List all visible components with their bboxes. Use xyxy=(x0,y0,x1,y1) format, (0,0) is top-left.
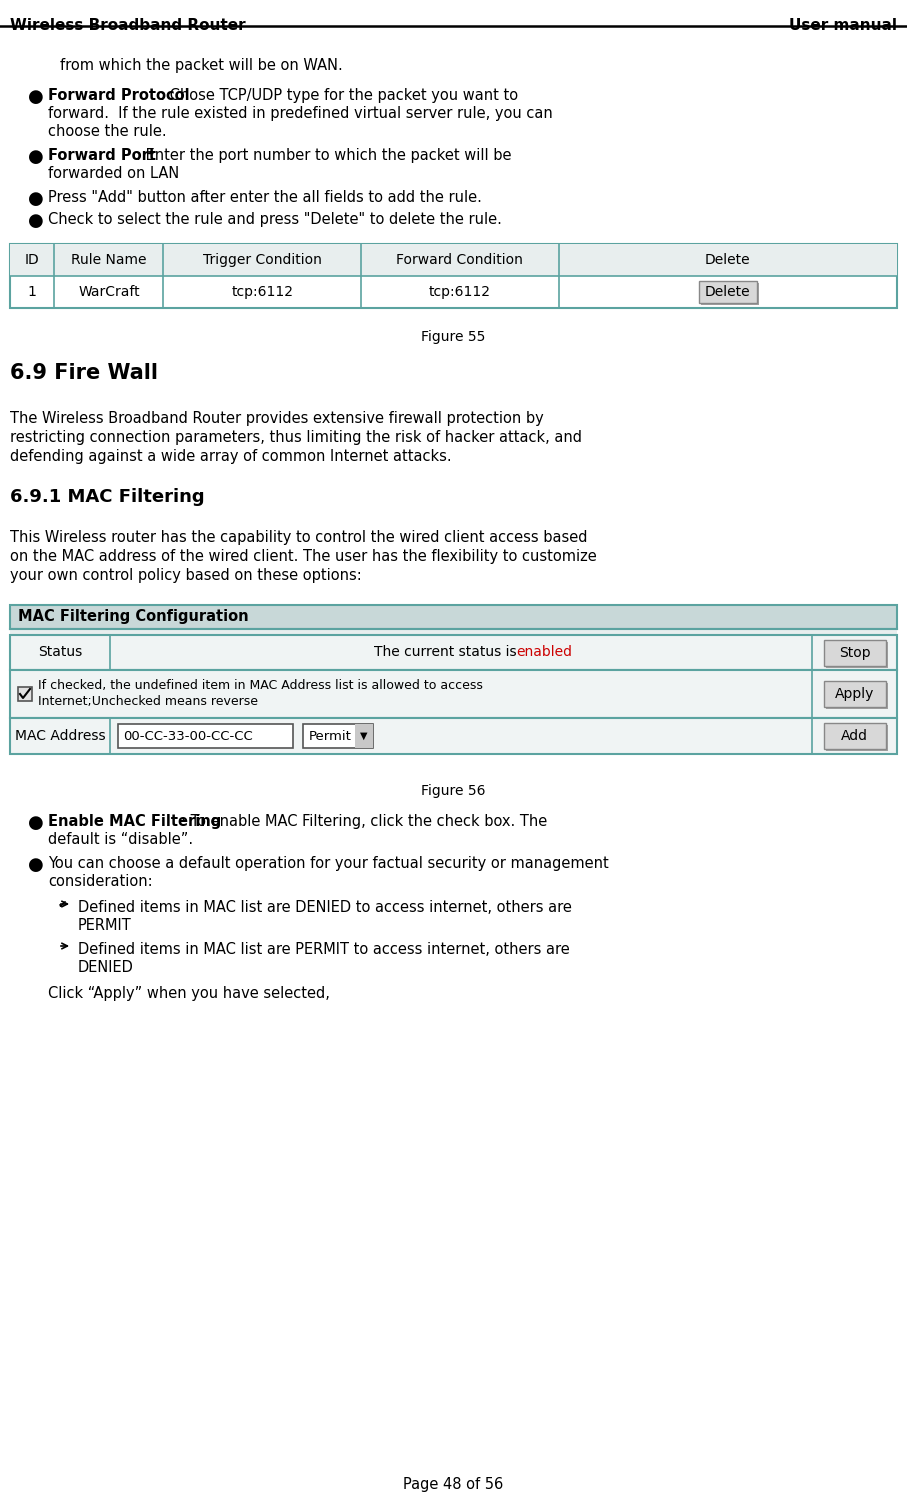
Text: Status: Status xyxy=(38,646,83,659)
Bar xyxy=(699,281,757,303)
Text: consideration:: consideration: xyxy=(48,875,152,890)
Text: Forward Port: Forward Port xyxy=(48,148,156,163)
Bar xyxy=(303,724,373,748)
Text: MAC Address: MAC Address xyxy=(15,730,105,743)
Text: PERMIT: PERMIT xyxy=(78,918,132,933)
Text: Permit: Permit xyxy=(309,730,352,743)
Bar xyxy=(10,605,897,629)
Text: This Wireless router has the capability to control the wired client access based: This Wireless router has the capability … xyxy=(10,531,588,546)
Text: ●: ● xyxy=(28,813,44,833)
Text: 00-CC-33-00-CC-CC: 00-CC-33-00-CC-CC xyxy=(123,730,253,743)
Bar xyxy=(10,244,897,277)
Bar xyxy=(10,635,897,670)
Text: : Chose TCP/UDP type for the packet you want to: : Chose TCP/UDP type for the packet you … xyxy=(160,88,518,103)
Text: The current status is: The current status is xyxy=(374,646,521,659)
Text: The Wireless Broadband Router provides extensive firewall protection by: The Wireless Broadband Router provides e… xyxy=(10,411,544,426)
Text: restricting connection parameters, thus limiting the risk of hacker attack, and: restricting connection parameters, thus … xyxy=(10,431,582,446)
Text: tcp:6112: tcp:6112 xyxy=(231,286,293,299)
Text: Wireless Broadband Router: Wireless Broadband Router xyxy=(10,18,246,33)
Text: Forward Condition: Forward Condition xyxy=(396,253,523,268)
Text: ●: ● xyxy=(28,88,44,106)
Bar xyxy=(355,724,373,748)
Text: ●: ● xyxy=(28,190,44,208)
Text: Click “Apply” when you have selected,: Click “Apply” when you have selected, xyxy=(48,987,330,1002)
Text: from which the packet will be on WAN.: from which the packet will be on WAN. xyxy=(60,58,343,73)
Text: ●: ● xyxy=(28,148,44,166)
Text: Forward Protocol: Forward Protocol xyxy=(48,88,190,103)
Text: ●: ● xyxy=(28,212,44,230)
Text: on the MAC address of the wired client. The user has the flexibility to customiz: on the MAC address of the wired client. … xyxy=(10,549,597,564)
Bar xyxy=(10,718,897,753)
Text: Delete: Delete xyxy=(705,286,751,299)
Text: Defined items in MAC list are DENIED to access internet, others are: Defined items in MAC list are DENIED to … xyxy=(78,900,572,915)
Text: defending against a wide array of common Internet attacks.: defending against a wide array of common… xyxy=(10,448,452,463)
Text: ID: ID xyxy=(24,253,40,268)
Text: Add: Add xyxy=(841,730,868,743)
Bar xyxy=(825,725,888,750)
Text: your own control policy based on these options:: your own control policy based on these o… xyxy=(10,568,362,583)
Text: Apply: Apply xyxy=(834,688,874,701)
Bar xyxy=(824,724,885,749)
Text: User manual: User manual xyxy=(789,18,897,33)
Text: 1: 1 xyxy=(28,286,36,299)
Text: DENIED: DENIED xyxy=(78,960,134,975)
Text: Stop: Stop xyxy=(839,646,871,659)
Bar xyxy=(824,682,885,707)
Text: Press "Add" button after enter the all fields to add the rule.: Press "Add" button after enter the all f… xyxy=(48,190,482,205)
Text: Defined items in MAC list are PERMIT to access internet, others are: Defined items in MAC list are PERMIT to … xyxy=(78,942,570,957)
Text: : Enter the port number to which the packet will be: : Enter the port number to which the pac… xyxy=(136,148,512,163)
Text: ✔: ✔ xyxy=(58,900,67,910)
Text: If checked, the undefined item in MAC Address list is allowed to access: If checked, the undefined item in MAC Ad… xyxy=(38,680,483,692)
Text: Internet;Unchecked means reverse: Internet;Unchecked means reverse xyxy=(38,695,258,709)
Bar xyxy=(825,641,888,667)
Text: choose the rule.: choose the rule. xyxy=(48,124,167,139)
Text: tcp:6112: tcp:6112 xyxy=(429,286,491,299)
Text: default is “disable”.: default is “disable”. xyxy=(48,833,193,848)
Text: enabled: enabled xyxy=(516,646,572,659)
Text: Figure 56: Figure 56 xyxy=(421,783,485,798)
Text: Page 48 of 56: Page 48 of 56 xyxy=(403,1477,503,1492)
Text: Figure 55: Figure 55 xyxy=(421,330,485,344)
Text: Enable MAC Filtering: Enable MAC Filtering xyxy=(48,813,221,830)
Text: ●: ● xyxy=(28,857,44,875)
Text: Trigger Condition: Trigger Condition xyxy=(203,253,322,268)
Text: MAC Filtering Configuration: MAC Filtering Configuration xyxy=(18,610,249,625)
Text: ▼: ▼ xyxy=(360,731,367,742)
Text: 6.9 Fire Wall: 6.9 Fire Wall xyxy=(10,363,158,383)
Bar xyxy=(825,683,888,709)
Text: forwarded on LAN: forwarded on LAN xyxy=(48,166,180,181)
Bar xyxy=(10,670,897,718)
Bar xyxy=(10,244,897,308)
Bar xyxy=(10,629,897,635)
Text: forward.  If the rule existed in predefined virtual server rule, you can: forward. If the rule existed in predefin… xyxy=(48,106,552,121)
Bar xyxy=(18,688,32,701)
Text: Delete: Delete xyxy=(705,253,751,268)
Text: 6.9.1 MAC Filtering: 6.9.1 MAC Filtering xyxy=(10,487,205,505)
Text: Rule Name: Rule Name xyxy=(71,253,147,268)
Text: WarCraft: WarCraft xyxy=(78,286,140,299)
Bar xyxy=(701,283,759,305)
Text: You can choose a default operation for your factual security or management: You can choose a default operation for y… xyxy=(48,857,609,872)
Text: Check to select the rule and press "Delete" to delete the rule.: Check to select the rule and press "Dele… xyxy=(48,212,502,227)
Bar xyxy=(118,724,293,748)
Bar xyxy=(824,640,885,665)
Text: : To enable MAC Filtering, click the check box. The: : To enable MAC Filtering, click the che… xyxy=(181,813,547,830)
